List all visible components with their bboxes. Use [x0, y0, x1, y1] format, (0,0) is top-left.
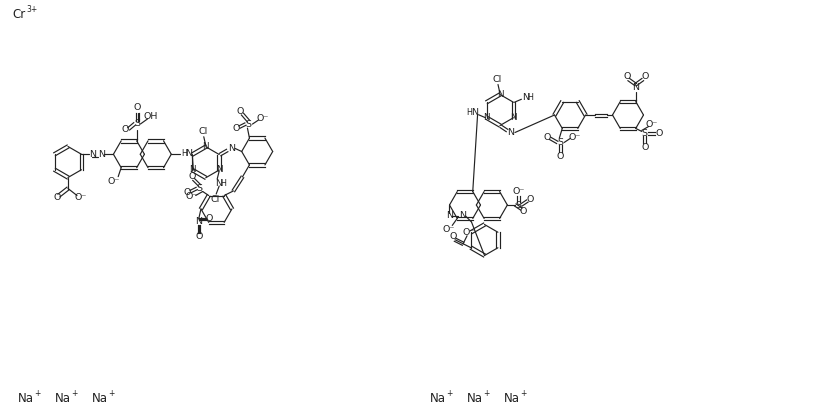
Text: O: O	[205, 215, 213, 223]
Text: N: N	[184, 149, 192, 158]
Text: S: S	[557, 138, 563, 147]
Text: N: N	[195, 218, 203, 226]
Text: Cr: Cr	[12, 8, 26, 21]
Text: O: O	[641, 143, 648, 152]
Text: O⁻: O⁻	[256, 113, 269, 123]
Text: S: S	[135, 119, 141, 129]
Text: N: N	[89, 150, 96, 159]
Text: O: O	[53, 193, 60, 202]
Text: 3+: 3+	[26, 5, 37, 13]
Text: O: O	[134, 103, 141, 112]
Text: S: S	[197, 184, 203, 193]
Text: Cl: Cl	[198, 127, 208, 136]
Text: O: O	[449, 232, 457, 241]
Text: O: O	[122, 125, 129, 134]
Text: Na: Na	[18, 391, 34, 404]
Text: N: N	[522, 93, 529, 102]
Text: N: N	[203, 142, 209, 151]
Text: H: H	[220, 178, 226, 187]
Text: O: O	[188, 172, 195, 181]
Text: N: N	[483, 113, 490, 122]
Text: H: H	[466, 108, 472, 117]
Text: OH: OH	[144, 112, 158, 121]
Text: O: O	[519, 207, 527, 215]
Text: Na: Na	[55, 391, 71, 404]
Text: Na: Na	[467, 391, 483, 404]
Text: O⁻: O⁻	[108, 177, 121, 186]
Text: O: O	[183, 188, 190, 197]
Text: O: O	[543, 133, 551, 142]
Text: S: S	[642, 129, 648, 138]
Text: Cl: Cl	[492, 75, 502, 84]
Text: N: N	[446, 212, 453, 220]
Text: +: +	[520, 388, 526, 397]
Text: O⁻: O⁻	[568, 133, 581, 142]
Text: O: O	[237, 107, 244, 116]
Text: S: S	[246, 120, 251, 129]
Text: Na: Na	[430, 391, 446, 404]
Text: N: N	[98, 150, 105, 159]
Text: O: O	[641, 72, 648, 81]
Text: N: N	[508, 128, 514, 137]
Text: O⁻: O⁻	[646, 120, 658, 129]
Text: O⁻: O⁻	[463, 228, 476, 237]
Text: O⁻: O⁻	[185, 192, 198, 201]
Text: N: N	[215, 178, 222, 187]
Text: O: O	[195, 232, 203, 241]
Text: O: O	[232, 123, 240, 133]
Text: H: H	[181, 149, 187, 158]
Text: N: N	[471, 108, 478, 117]
Text: S: S	[515, 200, 521, 210]
Text: O: O	[557, 152, 564, 161]
Text: N: N	[633, 83, 639, 92]
Text: O⁻: O⁻	[74, 193, 87, 202]
Text: O⁻: O⁻	[442, 225, 455, 234]
Text: +: +	[108, 388, 114, 397]
Text: Na: Na	[92, 391, 108, 404]
Text: N: N	[189, 165, 196, 174]
Text: +: +	[34, 388, 41, 397]
Text: O: O	[527, 194, 534, 204]
Text: +: +	[446, 388, 452, 397]
Text: N: N	[216, 165, 222, 174]
Text: +: +	[483, 388, 490, 397]
Text: Na: Na	[504, 391, 520, 404]
Text: N: N	[497, 90, 504, 99]
Text: H: H	[528, 93, 533, 102]
Text: Cl: Cl	[211, 194, 220, 204]
Text: +: +	[71, 388, 78, 397]
Text: O: O	[655, 129, 662, 138]
Text: O: O	[623, 72, 630, 81]
Text: N: N	[459, 212, 466, 220]
Text: N: N	[227, 144, 235, 153]
Text: O⁻: O⁻	[512, 187, 524, 197]
Text: N: N	[510, 113, 517, 122]
